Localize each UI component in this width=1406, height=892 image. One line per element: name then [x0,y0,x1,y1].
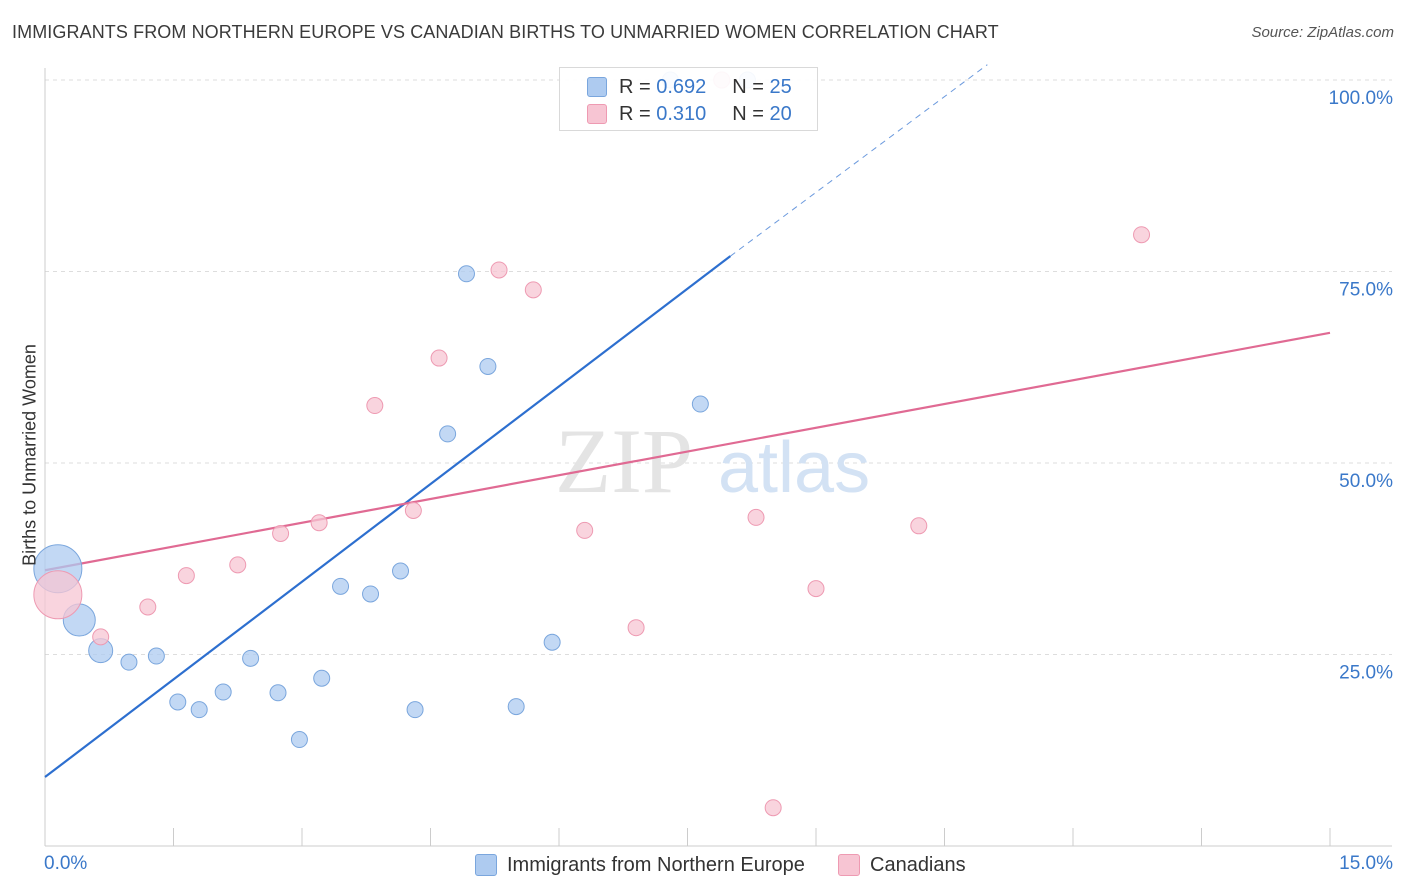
trend-lines [44,64,1331,778]
legend-swatch-pink [587,104,607,124]
legend-r-label: R = [619,102,651,125]
bottom-legend-label-pink: Canadians [870,853,966,876]
point-canadians [747,508,765,526]
point-immigrants-northern-europe [406,701,424,719]
trend-extension-blue [730,64,988,257]
point-immigrants-northern-europe [242,649,260,667]
point-canadians [807,580,825,598]
x-tick-label: 0.0% [44,853,87,874]
point-canadians [430,349,448,367]
point-immigrants-northern-europe [457,265,475,283]
bottom-legend-swatch-pink [838,854,860,876]
bottom-legend-swatch-blue [475,854,497,876]
point-immigrants-northern-europe [214,683,232,701]
legend-n-value: 25 [769,75,792,98]
y-tick-label: 75.0% [1339,280,1393,301]
point-immigrants-northern-europe [169,693,187,711]
grid-lines [45,79,1392,655]
point-canadians [272,524,290,542]
legend-row-pink: R = 0.310 N = 20 [587,101,792,127]
legend-n-label: N = [732,75,764,98]
legend-r-label: R = [619,75,651,98]
y-tick-label: 50.0% [1339,471,1393,492]
point-immigrants-northern-europe [120,653,138,671]
point-canadians [764,799,782,817]
trend-line-pink [44,331,1331,572]
trend-line-blue [44,255,731,778]
point-immigrants-northern-europe [362,585,380,603]
point-immigrants-northern-europe [392,562,410,580]
point-canadians [1133,226,1151,244]
point-immigrants-northern-europe [507,698,525,716]
bottom-legend-pink: Canadians [838,851,966,879]
point-canadians [627,619,645,637]
point-immigrants-northern-europe [313,669,331,687]
point-immigrants-northern-europe [290,731,308,749]
point-immigrants-northern-europe [479,357,497,375]
point-immigrants-northern-europe [147,647,165,665]
point-canadians [490,261,508,279]
point-canadians [177,567,195,585]
point-canadians [910,517,928,535]
legend-r-value: 0.692 [656,75,707,98]
point-immigrants-northern-europe [269,684,287,702]
watermark-atlas: atlas [718,428,870,508]
legend-n-label: N = [732,102,764,125]
point-canadians [229,556,247,574]
point-canadians [92,628,110,646]
watermark-zip: ZIP [555,410,693,512]
point-canadians [524,281,542,299]
legend-n-value: 20 [769,102,792,125]
point-immigrants-northern-europe [332,577,350,595]
bottom-legend-label-blue: Immigrants from Northern Europe [507,853,805,876]
point-immigrants-northern-europe [190,701,208,719]
y-axis-label: Births to Unmarried Women [19,344,40,566]
point-canadians [404,501,422,519]
y-tick-label: 25.0% [1339,663,1393,684]
point-canadians [366,397,384,415]
chart-title: IMMIGRANTS FROM NORTHERN EUROPE VS CANAD… [12,22,999,42]
legend: R = 0.692 N = 25 R = 0.310 N = 20 [559,67,818,131]
source-label: Source: ZipAtlas.com [1251,24,1394,41]
tick-labels: 25.0% 50.0% 75.0% 100.0% 0.0% 15.0% [44,88,1393,874]
axes [44,68,1392,847]
y-tick-label: 100.0% [1329,88,1394,109]
point-immigrants-northern-europe [543,633,561,651]
bottom-legend-blue: Immigrants from Northern Europe [475,851,805,879]
point-canadians [310,514,328,532]
point-canadians [33,570,83,620]
point-canadians [576,521,594,539]
point-immigrants-northern-europe [691,395,709,413]
legend-r-value: 0.310 [656,102,707,125]
point-canadians [139,598,157,616]
legend-row-blue: R = 0.692 N = 25 [587,74,792,100]
x-tick-label: 15.0% [1339,853,1393,874]
point-immigrants-northern-europe [439,425,457,443]
legend-swatch-blue [587,77,607,97]
